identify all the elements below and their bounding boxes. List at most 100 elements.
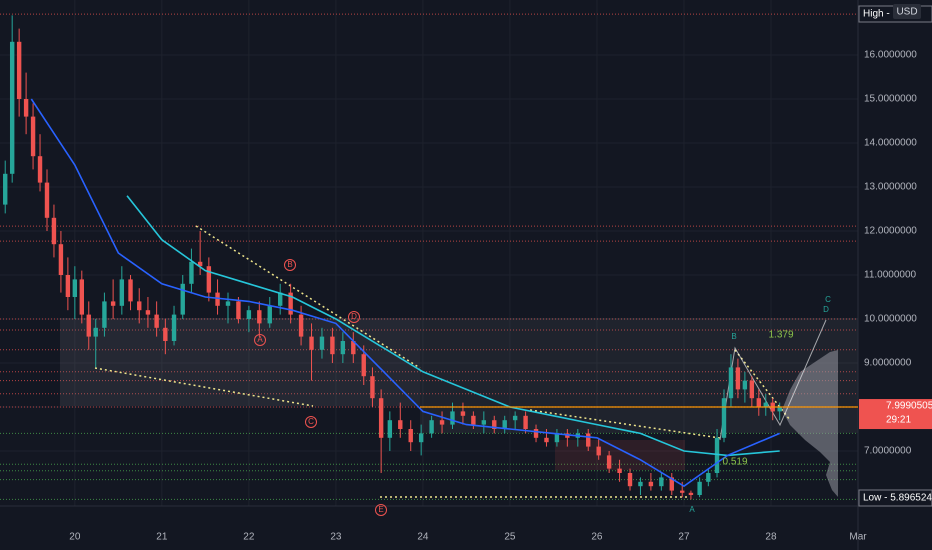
candle-body bbox=[277, 292, 283, 306]
x-tick-label: 28 bbox=[765, 532, 777, 543]
candle-body bbox=[481, 420, 487, 425]
x-tick-label: 20 bbox=[69, 532, 81, 543]
wave-label: B bbox=[287, 260, 292, 269]
candle-body bbox=[288, 292, 293, 315]
wave-label: C bbox=[308, 417, 314, 426]
candle-body bbox=[163, 327, 168, 341]
moving-average bbox=[30, 98, 780, 488]
candle-body bbox=[680, 490, 685, 493]
wave-label: B bbox=[731, 332, 736, 341]
candle-body bbox=[189, 261, 194, 284]
candle-body bbox=[340, 341, 346, 355]
candle-body bbox=[246, 310, 252, 319]
wave-marker bbox=[305, 416, 317, 428]
candle-body bbox=[617, 468, 622, 473]
price-timer: 29:21 bbox=[886, 415, 911, 426]
y-tick-label: 7.0000000 bbox=[864, 446, 912, 457]
candle-body bbox=[418, 433, 424, 443]
candle-body bbox=[145, 310, 151, 315]
candle-body bbox=[756, 398, 761, 407]
candle-body bbox=[137, 301, 142, 311]
pattern-line bbox=[719, 319, 827, 441]
wave-label: C bbox=[825, 295, 831, 304]
candle-body bbox=[236, 301, 241, 319]
x-tick-label: 26 bbox=[591, 532, 603, 543]
candle-body bbox=[79, 279, 84, 315]
wave-label: D bbox=[351, 312, 357, 321]
low-label: Low - 5.8965245 bbox=[863, 493, 932, 504]
candle-body bbox=[23, 99, 29, 117]
candle-body bbox=[492, 420, 497, 429]
candle-body bbox=[16, 41, 22, 99]
currency-button[interactable] bbox=[893, 4, 921, 19]
candle-body bbox=[648, 481, 654, 487]
candle-body bbox=[512, 415, 518, 421]
candle-body bbox=[502, 420, 507, 429]
candle-body bbox=[309, 336, 314, 350]
high-label: High - 16. bbox=[863, 9, 906, 20]
candle-body bbox=[439, 420, 445, 425]
candle-body bbox=[330, 336, 335, 355]
candle-body bbox=[544, 437, 549, 443]
y-tick-label: 12.0000000 bbox=[864, 226, 917, 237]
candle-body bbox=[706, 473, 711, 482]
x-tick-label: 23 bbox=[330, 532, 342, 543]
candle-body bbox=[586, 433, 591, 447]
candle-body bbox=[257, 310, 262, 324]
wave-marker bbox=[348, 311, 360, 323]
volume-profile bbox=[782, 350, 838, 497]
candle-body bbox=[180, 283, 185, 315]
candle-body bbox=[721, 398, 727, 438]
candle-body bbox=[408, 429, 413, 443]
candle-body bbox=[128, 279, 133, 302]
candle-body bbox=[102, 301, 107, 328]
trend-line bbox=[529, 409, 721, 439]
candle-body bbox=[51, 217, 57, 245]
candle-body bbox=[44, 182, 50, 218]
candle-body bbox=[37, 156, 43, 183]
wave-label: A bbox=[257, 335, 263, 344]
trend-lines bbox=[94, 225, 791, 498]
candle-body bbox=[387, 420, 393, 438]
candle-body bbox=[596, 446, 601, 456]
candle-body bbox=[638, 481, 643, 487]
low-tag bbox=[858, 489, 932, 507]
candle-body bbox=[171, 314, 177, 341]
x-tick-label: 24 bbox=[417, 532, 429, 543]
y-tick-label: 15.0000000 bbox=[864, 94, 917, 105]
candles bbox=[3, 15, 782, 500]
candle-body bbox=[398, 420, 403, 429]
candle-body bbox=[298, 314, 304, 337]
wave-label: A bbox=[689, 505, 695, 514]
wave-label: 1.379 bbox=[768, 330, 793, 341]
pattern-lines bbox=[719, 319, 827, 441]
candle-body bbox=[460, 411, 466, 416]
candle-body bbox=[206, 266, 212, 293]
candle-body bbox=[697, 481, 702, 495]
candle-body bbox=[659, 477, 664, 487]
y-tick-label: 16.0000000 bbox=[864, 50, 917, 61]
x-tick-label: 22 bbox=[243, 532, 255, 543]
candle-body bbox=[58, 244, 64, 275]
candle-body bbox=[351, 341, 356, 355]
candle-body bbox=[627, 473, 633, 487]
candle-body bbox=[450, 411, 455, 425]
candle-body bbox=[93, 327, 98, 337]
wave-label: E bbox=[378, 505, 383, 514]
drawings bbox=[60, 225, 858, 498]
candle-body bbox=[763, 402, 768, 407]
candle-body bbox=[688, 492, 694, 495]
range-box bbox=[60, 318, 420, 406]
x-tick-label: 27 bbox=[678, 532, 690, 543]
wave-label: 0.519 bbox=[722, 457, 747, 468]
currency[interactable]: USD bbox=[896, 7, 917, 18]
wave-marker bbox=[284, 259, 296, 271]
wave-marker bbox=[254, 334, 266, 346]
wave-marker bbox=[375, 504, 387, 516]
trend-line bbox=[94, 367, 314, 407]
candle-body bbox=[30, 116, 36, 157]
candle-body bbox=[749, 380, 755, 399]
candle-body bbox=[361, 354, 366, 377]
